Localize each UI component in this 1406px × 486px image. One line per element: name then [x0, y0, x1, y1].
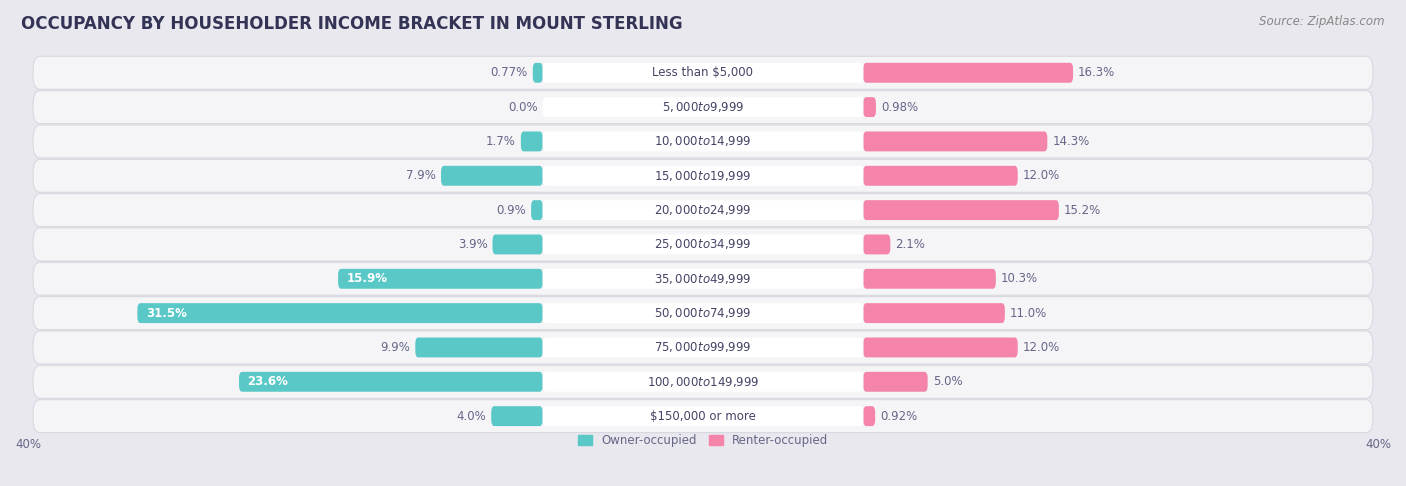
FancyBboxPatch shape [863, 372, 928, 392]
Text: $10,000 to $14,999: $10,000 to $14,999 [654, 135, 752, 148]
Text: $75,000 to $99,999: $75,000 to $99,999 [654, 341, 752, 354]
FancyBboxPatch shape [863, 132, 1047, 152]
FancyBboxPatch shape [34, 90, 1372, 123]
FancyBboxPatch shape [34, 331, 1372, 364]
FancyBboxPatch shape [863, 97, 876, 117]
Text: $35,000 to $49,999: $35,000 to $49,999 [654, 272, 752, 286]
FancyBboxPatch shape [543, 303, 863, 323]
FancyBboxPatch shape [863, 406, 875, 426]
FancyBboxPatch shape [543, 63, 863, 83]
FancyBboxPatch shape [543, 372, 863, 392]
Text: 16.3%: 16.3% [1078, 66, 1115, 79]
FancyBboxPatch shape [863, 234, 890, 254]
FancyBboxPatch shape [543, 166, 863, 186]
FancyBboxPatch shape [34, 399, 1372, 433]
FancyBboxPatch shape [543, 97, 863, 117]
Text: 31.5%: 31.5% [146, 307, 187, 320]
Text: 15.2%: 15.2% [1064, 204, 1101, 217]
Text: OCCUPANCY BY HOUSEHOLDER INCOME BRACKET IN MOUNT STERLING: OCCUPANCY BY HOUSEHOLDER INCOME BRACKET … [21, 15, 683, 33]
Text: $50,000 to $74,999: $50,000 to $74,999 [654, 306, 752, 320]
FancyBboxPatch shape [34, 193, 1372, 226]
FancyBboxPatch shape [543, 234, 863, 254]
FancyBboxPatch shape [543, 132, 863, 152]
FancyBboxPatch shape [415, 337, 543, 357]
Text: $15,000 to $19,999: $15,000 to $19,999 [654, 169, 752, 183]
Text: 15.9%: 15.9% [346, 272, 388, 285]
FancyBboxPatch shape [863, 303, 1005, 323]
FancyBboxPatch shape [543, 200, 863, 220]
Text: 4.0%: 4.0% [457, 410, 486, 423]
Text: $25,000 to $34,999: $25,000 to $34,999 [654, 238, 752, 251]
Text: 12.0%: 12.0% [1022, 169, 1060, 182]
Text: $100,000 to $149,999: $100,000 to $149,999 [647, 375, 759, 389]
FancyBboxPatch shape [520, 132, 543, 152]
Legend: Owner-occupied, Renter-occupied: Owner-occupied, Renter-occupied [572, 430, 834, 452]
FancyBboxPatch shape [138, 303, 543, 323]
FancyBboxPatch shape [337, 269, 543, 289]
FancyBboxPatch shape [34, 296, 1372, 330]
Text: 12.0%: 12.0% [1022, 341, 1060, 354]
FancyBboxPatch shape [863, 337, 1018, 357]
Text: 1.7%: 1.7% [486, 135, 516, 148]
Text: 0.9%: 0.9% [496, 204, 526, 217]
Text: 0.0%: 0.0% [508, 101, 537, 114]
FancyBboxPatch shape [34, 159, 1372, 192]
FancyBboxPatch shape [543, 406, 863, 426]
Text: 14.3%: 14.3% [1052, 135, 1090, 148]
FancyBboxPatch shape [239, 372, 543, 392]
FancyBboxPatch shape [863, 63, 1073, 83]
Text: $5,000 to $9,999: $5,000 to $9,999 [662, 100, 744, 114]
FancyBboxPatch shape [34, 365, 1372, 398]
FancyBboxPatch shape [863, 200, 1059, 220]
Text: 9.9%: 9.9% [381, 341, 411, 354]
FancyBboxPatch shape [492, 234, 543, 254]
FancyBboxPatch shape [531, 200, 543, 220]
Text: 23.6%: 23.6% [247, 375, 288, 388]
FancyBboxPatch shape [863, 269, 995, 289]
Text: $150,000 or more: $150,000 or more [650, 410, 756, 423]
FancyBboxPatch shape [491, 406, 543, 426]
FancyBboxPatch shape [533, 63, 543, 83]
Text: 10.3%: 10.3% [1001, 272, 1038, 285]
FancyBboxPatch shape [543, 269, 863, 289]
Text: 0.77%: 0.77% [491, 66, 527, 79]
Text: 0.92%: 0.92% [880, 410, 918, 423]
FancyBboxPatch shape [543, 337, 863, 357]
FancyBboxPatch shape [441, 166, 543, 186]
Text: 3.9%: 3.9% [458, 238, 488, 251]
Text: Less than $5,000: Less than $5,000 [652, 66, 754, 79]
Text: 0.98%: 0.98% [882, 101, 918, 114]
Text: 11.0%: 11.0% [1010, 307, 1047, 320]
Text: 7.9%: 7.9% [406, 169, 436, 182]
FancyBboxPatch shape [34, 262, 1372, 295]
Text: $20,000 to $24,999: $20,000 to $24,999 [654, 203, 752, 217]
FancyBboxPatch shape [863, 166, 1018, 186]
Text: 2.1%: 2.1% [896, 238, 925, 251]
FancyBboxPatch shape [34, 56, 1372, 89]
FancyBboxPatch shape [34, 125, 1372, 158]
FancyBboxPatch shape [34, 228, 1372, 261]
Text: 5.0%: 5.0% [932, 375, 962, 388]
Text: Source: ZipAtlas.com: Source: ZipAtlas.com [1260, 15, 1385, 28]
